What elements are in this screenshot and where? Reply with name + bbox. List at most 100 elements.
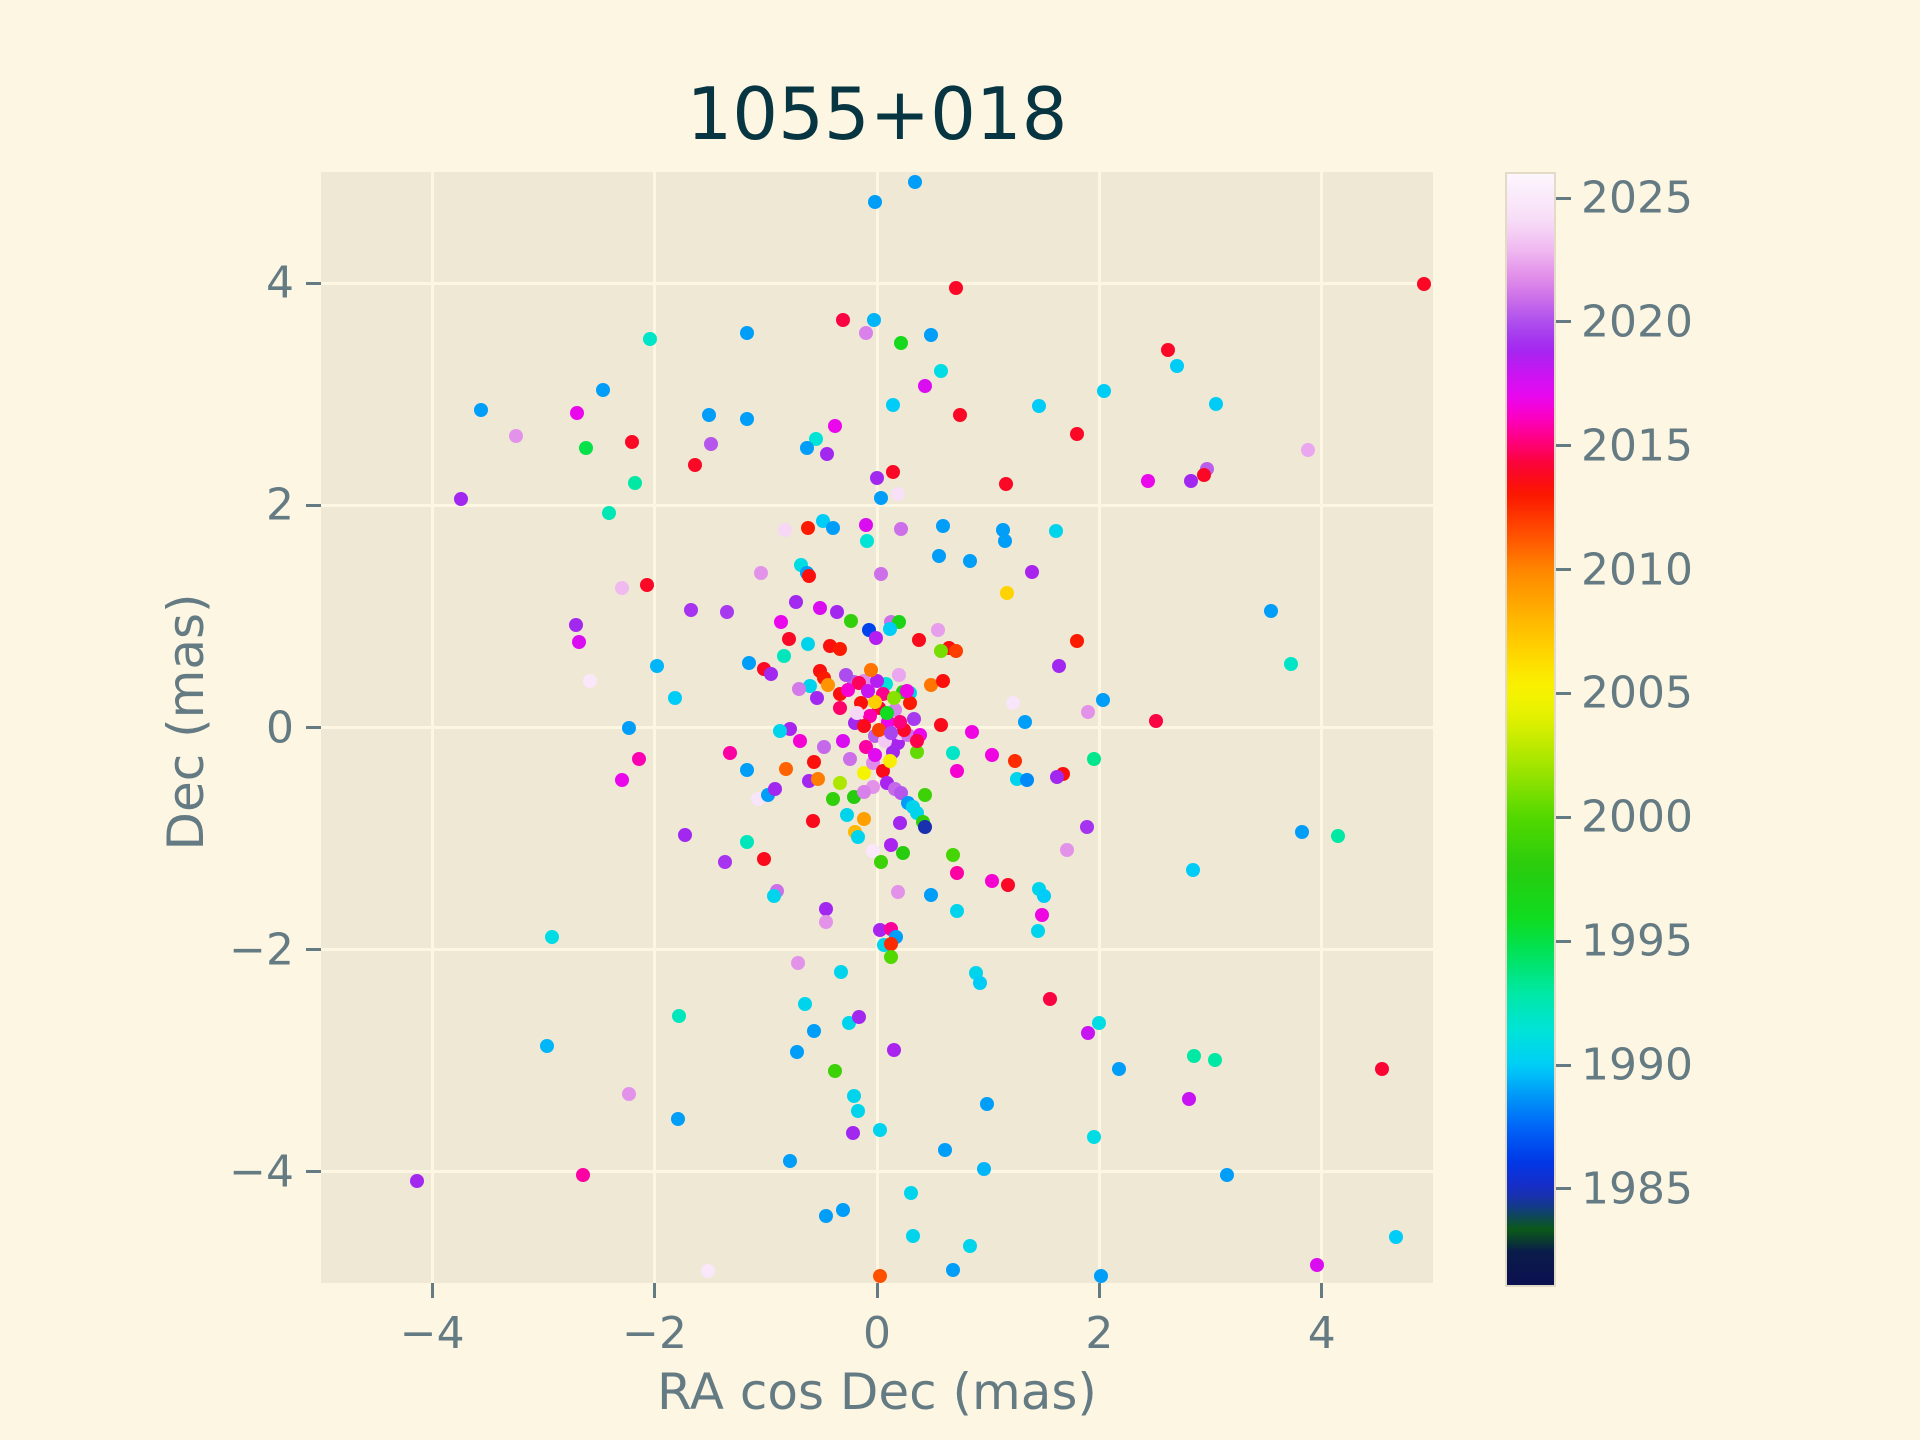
- plot-area: [321, 172, 1433, 1283]
- scatter-point: [801, 637, 816, 652]
- scatter-point: [672, 1009, 687, 1024]
- scatter-point: [827, 419, 842, 434]
- scatter-point: [767, 781, 782, 796]
- scatter-point: [788, 594, 803, 609]
- scatter-point: [821, 678, 836, 693]
- scatter-point: [976, 1161, 991, 1176]
- grid-line-horizontal: [321, 503, 1433, 507]
- scatter-point: [1182, 1091, 1197, 1106]
- scatter-point: [835, 733, 850, 748]
- scatter-point: [964, 724, 979, 739]
- scatter-point: [632, 751, 647, 766]
- scatter-point: [963, 1239, 978, 1254]
- x-tick-label: 2: [1085, 1308, 1114, 1359]
- scatter-point: [719, 604, 734, 619]
- y-tick-label: 0: [266, 702, 294, 753]
- scatter-point: [912, 632, 927, 647]
- scatter-point: [917, 788, 932, 803]
- scatter-point: [649, 659, 664, 674]
- scatter-point: [833, 776, 848, 791]
- scatter-point: [1070, 427, 1085, 442]
- scatter-point: [1208, 1052, 1223, 1067]
- x-tick-mark: [430, 1283, 434, 1298]
- scatter-point: [539, 1039, 554, 1054]
- scatter-point: [596, 382, 611, 397]
- scatter-point: [945, 1262, 960, 1277]
- scatter-point: [702, 408, 717, 423]
- page-title: 1055+018: [686, 72, 1068, 156]
- scatter-point: [625, 434, 640, 449]
- scatter-point: [886, 690, 901, 705]
- scatter-point: [622, 1087, 637, 1102]
- grid-line-horizontal: [321, 281, 1433, 285]
- x-tick-mark: [1097, 1283, 1101, 1298]
- scatter-point: [818, 901, 833, 916]
- scatter-point: [865, 843, 880, 858]
- scatter-point: [797, 997, 812, 1012]
- scatter-point: [844, 613, 859, 628]
- scatter-point: [1263, 603, 1278, 618]
- scatter-point: [816, 740, 831, 755]
- scatter-point: [858, 326, 873, 341]
- scatter-point: [805, 813, 820, 828]
- scatter-point: [569, 406, 584, 421]
- scatter-point: [1220, 1168, 1235, 1183]
- scatter-point: [894, 521, 909, 536]
- colorbar-tick-label: 2025: [1581, 172, 1693, 224]
- scatter-point: [776, 649, 791, 664]
- scatter-point: [873, 922, 888, 937]
- scatter-point: [791, 956, 806, 971]
- scatter-point: [1196, 468, 1211, 483]
- scatter-point: [948, 280, 963, 295]
- scatter-point: [1186, 1049, 1201, 1064]
- scatter-point: [1301, 442, 1316, 457]
- scatter-point: [568, 618, 583, 633]
- scatter-point: [995, 522, 1010, 537]
- scatter-point: [892, 668, 907, 683]
- colorbar-tick-label: 1995: [1581, 915, 1693, 967]
- scatter-point: [778, 761, 793, 776]
- colorbar-tick-mark: [1556, 691, 1571, 695]
- scatter-point: [835, 1202, 850, 1217]
- scatter-point: [852, 1010, 867, 1025]
- scatter-point: [880, 706, 894, 721]
- scatter-point: [1170, 359, 1185, 374]
- scatter-point: [932, 549, 947, 564]
- scatter-point: [1080, 820, 1095, 835]
- grid-line-horizontal: [321, 1170, 1433, 1174]
- scatter-point: [1032, 399, 1047, 414]
- scatter-point: [917, 379, 932, 394]
- scatter-point: [1050, 770, 1065, 785]
- scatter-point: [1086, 751, 1101, 766]
- scatter-point: [783, 1153, 798, 1168]
- scatter-point: [801, 520, 816, 535]
- scatter-point: [739, 834, 754, 849]
- scatter-point: [1031, 923, 1046, 938]
- x-tick-mark: [653, 1283, 657, 1298]
- y-tick-label: −2: [229, 924, 294, 976]
- scatter-point: [819, 447, 834, 462]
- scatter-point: [849, 706, 864, 721]
- scatter-point: [998, 477, 1013, 492]
- scatter-point: [937, 1142, 952, 1157]
- scatter-point: [809, 690, 824, 705]
- scatter-point: [846, 1089, 861, 1104]
- scatter-point: [704, 437, 719, 452]
- scatter-point: [886, 1042, 901, 1057]
- scatter-point: [867, 194, 882, 209]
- scatter-point: [754, 566, 769, 581]
- scatter-point: [924, 888, 939, 903]
- scatter-point: [934, 643, 949, 658]
- scatter-point: [739, 762, 754, 777]
- colorbar-tick-mark: [1556, 196, 1571, 200]
- scatter-point: [409, 1173, 424, 1188]
- scatter-point: [602, 506, 616, 521]
- colorbar-tick-mark: [1556, 815, 1571, 819]
- colorbar-tick-mark: [1556, 1063, 1571, 1067]
- scatter-point: [934, 363, 949, 378]
- scatter-point: [806, 754, 821, 769]
- scatter-point: [935, 519, 950, 534]
- scatter-point: [835, 312, 850, 327]
- scatter-point: [717, 854, 732, 869]
